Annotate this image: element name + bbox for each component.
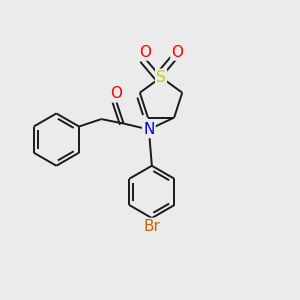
- Text: S: S: [156, 70, 166, 85]
- Text: N: N: [143, 122, 154, 137]
- Text: O: O: [139, 44, 151, 59]
- Text: Br: Br: [143, 219, 160, 234]
- Text: O: O: [171, 44, 183, 59]
- Text: O: O: [110, 86, 122, 101]
